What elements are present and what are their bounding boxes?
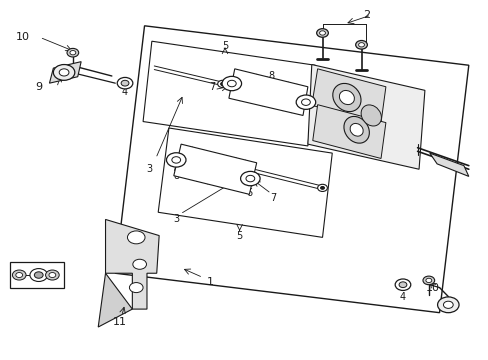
Circle shape: [358, 42, 364, 47]
Text: 7: 7: [270, 193, 276, 203]
Polygon shape: [312, 105, 385, 158]
Circle shape: [296, 95, 315, 109]
Circle shape: [425, 278, 431, 283]
Circle shape: [394, 279, 410, 291]
Text: 12: 12: [34, 267, 48, 277]
Text: 8: 8: [173, 171, 179, 181]
Ellipse shape: [349, 123, 363, 136]
Ellipse shape: [339, 90, 354, 105]
Bar: [10, 262, 64, 288]
Circle shape: [220, 82, 224, 85]
Text: 8: 8: [268, 71, 274, 81]
Polygon shape: [49, 62, 81, 83]
Circle shape: [59, 69, 69, 76]
Circle shape: [67, 48, 79, 57]
Text: 5: 5: [222, 41, 228, 50]
Circle shape: [443, 301, 452, 309]
Polygon shape: [173, 144, 256, 194]
Circle shape: [245, 175, 254, 182]
Circle shape: [227, 80, 236, 87]
Circle shape: [355, 41, 366, 49]
Circle shape: [34, 272, 43, 278]
Text: 9: 9: [443, 305, 449, 315]
Polygon shape: [115, 26, 468, 313]
Circle shape: [437, 297, 458, 313]
Circle shape: [129, 283, 143, 293]
Polygon shape: [311, 69, 385, 123]
Circle shape: [398, 282, 406, 288]
Text: 1: 1: [206, 277, 213, 287]
Text: 3: 3: [146, 164, 152, 174]
Polygon shape: [228, 69, 307, 116]
Text: 10: 10: [426, 283, 439, 293]
Polygon shape: [98, 273, 132, 327]
Circle shape: [53, 64, 75, 80]
Text: 3: 3: [173, 215, 179, 224]
Circle shape: [301, 99, 310, 105]
Text: 4: 4: [122, 87, 128, 97]
Text: 5: 5: [236, 231, 242, 240]
Text: 11: 11: [113, 318, 127, 327]
Ellipse shape: [343, 116, 368, 143]
Ellipse shape: [332, 84, 360, 112]
Circle shape: [70, 50, 76, 55]
Circle shape: [240, 171, 260, 186]
Circle shape: [127, 231, 145, 244]
Text: 7: 7: [209, 82, 216, 92]
Circle shape: [121, 80, 129, 86]
Polygon shape: [158, 128, 331, 237]
Text: 9: 9: [35, 82, 42, 93]
Circle shape: [16, 273, 22, 278]
Circle shape: [319, 31, 325, 35]
Circle shape: [320, 186, 324, 189]
Text: 2: 2: [362, 10, 369, 20]
Text: 4: 4: [399, 292, 405, 302]
Polygon shape: [143, 41, 315, 146]
Circle shape: [171, 157, 180, 163]
Circle shape: [45, 270, 59, 280]
Polygon shape: [307, 64, 424, 169]
Circle shape: [222, 76, 241, 91]
Circle shape: [316, 29, 328, 37]
Polygon shape: [429, 153, 468, 176]
Circle shape: [317, 184, 327, 192]
Text: 10: 10: [16, 32, 30, 42]
Circle shape: [49, 273, 56, 278]
Polygon shape: [105, 220, 159, 309]
Text: 6: 6: [246, 188, 252, 198]
Circle shape: [133, 259, 146, 269]
Circle shape: [30, 269, 47, 282]
Circle shape: [12, 270, 26, 280]
Circle shape: [117, 77, 133, 89]
Circle shape: [422, 276, 434, 285]
Circle shape: [166, 153, 185, 167]
Ellipse shape: [361, 105, 381, 126]
Circle shape: [217, 80, 227, 87]
Text: 6: 6: [246, 87, 252, 97]
